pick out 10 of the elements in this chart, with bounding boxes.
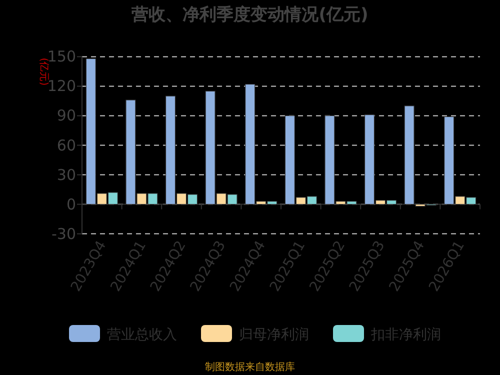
y-tick-label: 0 — [66, 195, 76, 214]
y-tick-label: 120 — [47, 77, 76, 96]
text: 制图数据来自数据库 — [205, 361, 295, 373]
y-tick-label: 90 — [56, 106, 76, 125]
y-tick-label: 30 — [56, 166, 76, 184]
y-tick-label: 150 — [47, 48, 76, 66]
chart-title: 营收、净利季度变动情况(亿元) — [130, 5, 368, 25]
y-tick-label: 60 — [56, 136, 76, 154]
y-tick-label: -30 — [52, 224, 76, 243]
y-axis-title: (亿元) — [38, 58, 49, 86]
